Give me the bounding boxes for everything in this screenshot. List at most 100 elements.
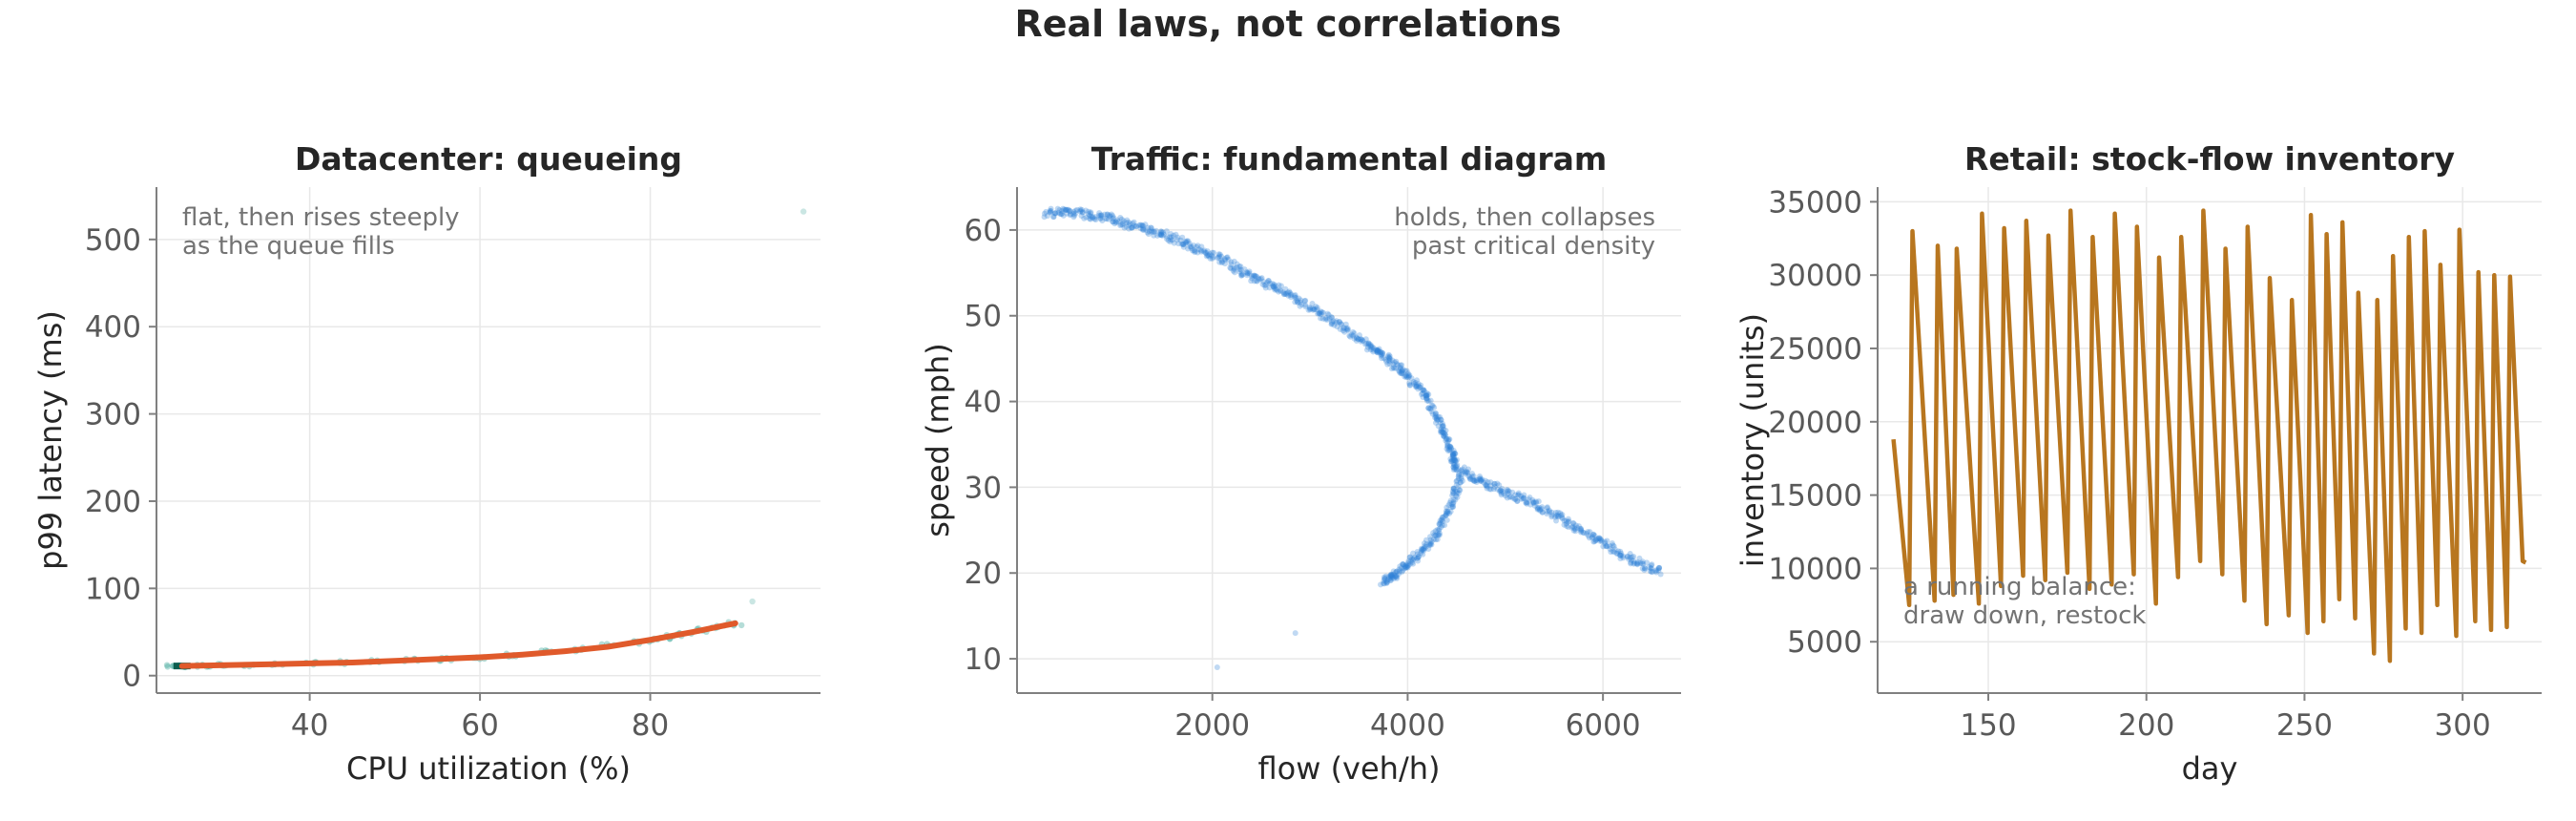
traffic-point: [1292, 291, 1298, 298]
traffic-point: [1292, 630, 1298, 637]
traffic-point: [1403, 374, 1410, 381]
traffic-point: [1589, 535, 1595, 541]
traffic-point: [1383, 358, 1390, 365]
x-axis-label: CPU utilization (%): [346, 750, 631, 787]
traffic-point: [1404, 562, 1411, 569]
traffic-point: [1067, 208, 1073, 215]
traffic-point: [1077, 206, 1084, 213]
traffic-point: [1200, 248, 1207, 255]
traffic-point: [1337, 319, 1343, 326]
y-axis-label: inventory (units): [1735, 313, 1771, 567]
traffic-point: [1444, 435, 1450, 442]
traffic-point: [1529, 496, 1536, 503]
traffic-point: [1330, 318, 1337, 325]
traffic-point: [1548, 514, 1555, 520]
traffic-point: [1442, 513, 1448, 519]
traffic-point: [1425, 398, 1432, 405]
traffic-point: [1378, 349, 1384, 356]
traffic-point: [1631, 558, 1637, 564]
traffic-point: [1173, 231, 1179, 238]
traffic-point: [1438, 416, 1444, 423]
traffic-point: [1285, 292, 1292, 299]
traffic-point: [1188, 244, 1195, 251]
traffic-point: [1195, 246, 1202, 253]
traffic-point: [1487, 479, 1494, 486]
traffic-point: [1422, 545, 1428, 552]
traffic-point: [1458, 467, 1465, 474]
traffic-point: [1218, 253, 1225, 260]
traffic-point: [1385, 354, 1392, 361]
traffic-point: [1499, 488, 1506, 495]
y-tick-label: 30000: [1768, 259, 1862, 293]
traffic-point: [1204, 252, 1211, 259]
traffic-point: [1434, 417, 1441, 424]
traffic-point: [1114, 217, 1121, 223]
traffic-point: [1446, 447, 1453, 453]
traffic-point: [1444, 509, 1451, 516]
traffic-point: [1306, 304, 1313, 310]
traffic-point: [1461, 464, 1467, 471]
traffic-point: [1446, 436, 1453, 443]
traffic-point: [1452, 456, 1459, 463]
traffic-point: [1539, 509, 1546, 516]
traffic-point: [1626, 556, 1632, 562]
traffic-point: [1441, 426, 1447, 432]
traffic-point: [1324, 310, 1331, 317]
traffic-point: [1331, 322, 1338, 328]
traffic-point: [1384, 577, 1391, 583]
traffic-point: [1238, 270, 1245, 277]
traffic-point: [1450, 485, 1457, 492]
traffic-point: [1096, 210, 1103, 217]
traffic-point: [1048, 207, 1054, 214]
traffic-point: [1333, 318, 1340, 325]
y-axis-label: speed (mph): [920, 343, 956, 537]
traffic-point: [1451, 450, 1458, 456]
traffic-point: [1644, 559, 1651, 566]
traffic-point: [1328, 314, 1335, 321]
traffic-point: [1569, 519, 1576, 526]
traffic-point: [1646, 564, 1652, 571]
traffic-point: [1376, 347, 1382, 354]
traffic-point: [1132, 223, 1139, 230]
traffic-point: [1455, 472, 1462, 478]
traffic-point: [1429, 403, 1436, 410]
traffic-point: [1322, 316, 1329, 323]
traffic-point: [1341, 328, 1348, 335]
traffic-point: [1301, 298, 1308, 305]
traffic-point: [1450, 452, 1457, 458]
traffic-point: [1552, 509, 1559, 516]
traffic-point: [1328, 320, 1335, 326]
traffic-point: [1047, 208, 1053, 215]
traffic-point: [1395, 362, 1402, 368]
traffic-point: [1423, 397, 1430, 404]
traffic-point: [1443, 432, 1449, 439]
traffic-point: [1471, 477, 1478, 484]
traffic-point: [1237, 266, 1244, 273]
traffic-point: [1215, 254, 1222, 261]
traffic-point: [1578, 527, 1585, 534]
traffic-point: [1448, 504, 1455, 511]
traffic-point: [1391, 359, 1398, 366]
traffic-point: [1452, 462, 1459, 469]
traffic-point: [1444, 442, 1450, 449]
traffic-point: [1388, 366, 1395, 372]
traffic-point: [1067, 207, 1073, 214]
traffic-point: [1450, 490, 1457, 496]
traffic-point: [1126, 219, 1132, 225]
traffic-point: [1631, 559, 1637, 566]
traffic-point: [1137, 225, 1144, 232]
traffic-point: [1283, 290, 1290, 297]
traffic-point: [1072, 207, 1079, 214]
traffic-point: [1450, 464, 1457, 471]
annotation-line: as the queue fills: [182, 232, 395, 261]
traffic-point: [1655, 565, 1662, 572]
traffic-point: [1603, 542, 1610, 549]
traffic-point: [1627, 551, 1633, 558]
traffic-point: [1127, 221, 1133, 227]
traffic-point: [1358, 338, 1364, 345]
traffic-point: [1430, 536, 1437, 542]
traffic-point: [1607, 546, 1613, 553]
traffic-point: [1311, 305, 1318, 312]
traffic-point: [1450, 491, 1457, 497]
traffic-point: [1385, 351, 1392, 358]
